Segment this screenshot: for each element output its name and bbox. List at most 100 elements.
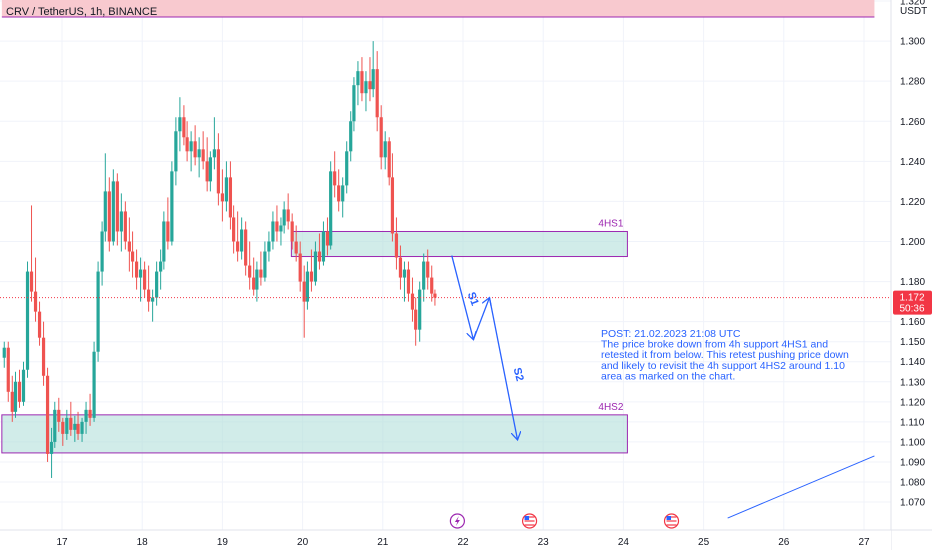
candle-body bbox=[228, 177, 233, 218]
y-tick-label: 1.130 bbox=[900, 377, 925, 388]
support-zones: 4HS1 4HS2 bbox=[1, 0, 875, 454]
event-markers bbox=[449, 513, 680, 529]
candle-body bbox=[430, 277, 434, 294]
candle-body bbox=[119, 211, 123, 232]
candle-body bbox=[352, 85, 356, 122]
candle-body bbox=[406, 269, 411, 294]
candle-body bbox=[368, 81, 372, 90]
time-axis-panel bbox=[0, 530, 891, 550]
candle-body bbox=[2, 347, 6, 358]
candle-body bbox=[379, 117, 383, 158]
us-flag-icon[interactable] bbox=[663, 513, 680, 529]
candle-body bbox=[383, 141, 387, 158]
candle-body bbox=[286, 209, 290, 222]
candle-body bbox=[282, 209, 286, 226]
candle-body bbox=[193, 141, 197, 158]
candle-body bbox=[212, 149, 216, 158]
candle-body bbox=[25, 271, 30, 370]
candle-body bbox=[151, 297, 155, 302]
x-tick-label: 18 bbox=[137, 537, 149, 548]
candle-body bbox=[208, 157, 212, 182]
resistance-zone[interactable] bbox=[1, 0, 875, 18]
candle-body bbox=[65, 417, 69, 434]
y-tick-label: 1.070 bbox=[900, 498, 925, 509]
candle-body bbox=[216, 149, 220, 194]
lightning-icon[interactable] bbox=[449, 513, 465, 529]
y-tick-label: 1.120 bbox=[900, 397, 925, 408]
candle-body bbox=[302, 281, 306, 302]
projection-segment[interactable] bbox=[488, 297, 517, 440]
analysis-note-line: and likely to revisit the 4h support 4HS… bbox=[601, 360, 845, 372]
candle-body bbox=[321, 231, 326, 262]
candle-body bbox=[236, 241, 240, 252]
last-price-badge: 1.172 50:36 bbox=[893, 290, 932, 315]
candle-body bbox=[123, 211, 127, 242]
candle-body bbox=[159, 261, 163, 272]
candle-body bbox=[21, 369, 26, 402]
symbol-title[interactable]: CRV / TetherUS, 1h, BINANCE bbox=[6, 6, 157, 18]
candle-body bbox=[294, 241, 298, 254]
y-tick-label: 1.150 bbox=[900, 337, 925, 348]
zone-4hs2[interactable] bbox=[1, 414, 628, 454]
candle-body bbox=[100, 231, 104, 272]
y-tick-label: 1.200 bbox=[900, 237, 925, 248]
price-axis-panel bbox=[891, 0, 932, 550]
candle-body bbox=[317, 251, 322, 262]
candle-body bbox=[263, 251, 267, 278]
candle-body bbox=[290, 221, 294, 242]
y-tick-label: 1.110 bbox=[900, 417, 925, 428]
x-tick-label: 20 bbox=[297, 537, 309, 548]
candle-body bbox=[309, 271, 314, 282]
candle-body bbox=[127, 241, 131, 252]
candle-body bbox=[147, 289, 151, 302]
last-price-value: 1.172 bbox=[899, 293, 924, 304]
zone-label-4hs2: 4HS2 bbox=[598, 402, 623, 413]
x-tick-label: 21 bbox=[377, 537, 389, 548]
candle-body bbox=[96, 271, 100, 352]
candle-body bbox=[197, 149, 201, 158]
candle-body bbox=[398, 257, 403, 278]
candle-body bbox=[111, 181, 115, 242]
y-tick-label: 1.080 bbox=[900, 477, 925, 488]
candle-body bbox=[170, 171, 174, 242]
candle-body bbox=[240, 229, 244, 252]
x-tick-label: 22 bbox=[457, 537, 469, 548]
candle-body bbox=[182, 117, 186, 138]
bar-countdown: 50:36 bbox=[899, 304, 924, 315]
candle-body bbox=[244, 229, 248, 266]
analysis-note-line: retested it from below. This retest push… bbox=[601, 349, 849, 361]
candle-body bbox=[69, 417, 73, 430]
zone-4hs1[interactable] bbox=[290, 230, 628, 258]
candle-body bbox=[92, 351, 96, 418]
candle-body bbox=[371, 69, 375, 90]
candle-body bbox=[248, 265, 252, 278]
analysis-note-line: area as marked on the chart. bbox=[601, 370, 735, 382]
candle-body bbox=[390, 177, 395, 234]
candle-body bbox=[166, 221, 170, 242]
trend-line[interactable] bbox=[727, 455, 875, 519]
candle-body bbox=[275, 221, 279, 232]
candle-body bbox=[41, 337, 46, 376]
time-axis[interactable]: 17 18 19 20 21 22 23 24 25 26 27 bbox=[56, 537, 870, 548]
y-tick-label: 1.100 bbox=[900, 437, 925, 448]
x-tick-label: 26 bbox=[778, 537, 790, 548]
price-axis[interactable]: 1.320 1.300 1.280 1.260 1.240 1.220 1.200 1.180… bbox=[900, 0, 925, 509]
y-tick-label: 1.220 bbox=[900, 197, 925, 208]
candle-body bbox=[76, 423, 80, 434]
candle-body bbox=[143, 269, 147, 290]
y-tick-label: 1.240 bbox=[900, 157, 925, 168]
candle-body bbox=[394, 233, 399, 258]
projection-segment[interactable] bbox=[451, 255, 474, 340]
us-flag-icon[interactable] bbox=[521, 513, 538, 529]
candle-body bbox=[418, 289, 422, 330]
zone-label-4hs1: 4HS1 bbox=[598, 218, 623, 229]
candle-body bbox=[410, 293, 415, 310]
candle-body bbox=[138, 269, 143, 278]
candle-body bbox=[267, 241, 271, 252]
candle-body bbox=[305, 271, 310, 302]
projection-segment[interactable] bbox=[472, 298, 489, 340]
candle-body bbox=[414, 309, 418, 330]
candle-body bbox=[178, 117, 182, 132]
